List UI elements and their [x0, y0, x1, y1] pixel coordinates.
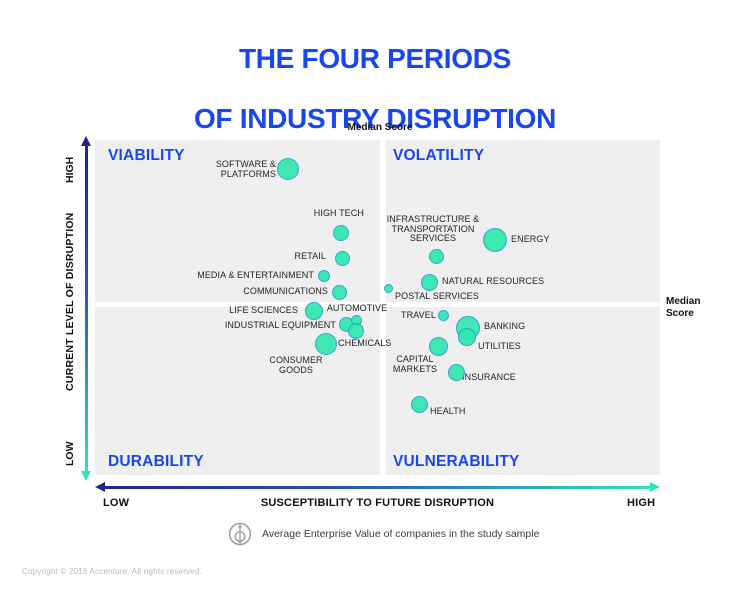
capital-markets-label: CAPITAL MARKETS: [392, 354, 438, 374]
high-tech-label: HIGH TECH: [313, 208, 364, 218]
communications-label: COMMUNICATIONS: [243, 286, 328, 296]
bubble-size-legend-text: Average Enterprise Value of companies in…: [262, 528, 540, 540]
quadrant-label-durability: DURABILITY: [108, 453, 204, 470]
media-entertainment-bubble: [318, 270, 330, 282]
utilities-bubble: [458, 328, 476, 346]
quadrant-label-volatility: VOLATILITY: [393, 147, 485, 164]
communications-bubble: [331, 284, 347, 300]
title-line-2: OF INDUSTRY DISRUPTION: [193, 103, 557, 135]
retail-bubble: [334, 250, 350, 266]
infrastructure-transportation-services-bubble: [428, 248, 444, 264]
natural-resources-bubble: [420, 273, 438, 291]
travel-label: TRAVEL: [401, 310, 436, 320]
copyright-notice: Copyright © 2018 Accenture. All rights r…: [22, 567, 203, 576]
x-axis-arrow-left-icon: [95, 482, 105, 492]
life-sciences-label: LIFE SCIENCES: [229, 305, 298, 315]
life-sciences-bubble: [305, 302, 323, 320]
x-axis-arrow-right-icon: [650, 482, 660, 492]
quadrant-viability-panel: [95, 140, 380, 302]
high-tech-bubble: [333, 225, 349, 241]
quadrant-label-vulnerability: VULNERABILITY: [393, 453, 520, 470]
energy-label: ENERGY: [511, 234, 550, 244]
x-axis-title: SUSCEPTIBILITY TO FUTURE DISRUPTION: [260, 497, 495, 509]
software-platforms-label: SOFTWARE & PLATFORMS: [215, 159, 276, 179]
x-axis-high-label: HIGH: [627, 497, 656, 509]
consumer-goods-bubble: [315, 333, 337, 355]
industrial-equipment-label: INDUSTRIAL EQUIPMENT: [224, 320, 336, 330]
y-axis-arrow-down-icon: [81, 471, 91, 481]
utilities-label: UTILITIES: [478, 341, 521, 351]
quadrant-vulnerability-panel: [386, 307, 660, 475]
software-platforms-bubble: [277, 158, 299, 180]
y-axis-line: [85, 144, 88, 474]
y-axis-arrow-up-icon: [81, 136, 91, 146]
x-axis-line: [103, 486, 653, 489]
chemicals-label: CHEMICALS: [338, 338, 392, 348]
energy-bubble: [483, 228, 507, 252]
x-axis-low-label: LOW: [103, 497, 130, 509]
median-score-top-label: Median Score: [347, 122, 413, 133]
insurance-label: INSURANCE: [462, 372, 516, 382]
page-title: THE FOUR PERIODS OF INDUSTRY DISRUPTION: [0, 43, 750, 135]
capital-markets-bubble: [428, 336, 448, 356]
travel-bubble: [437, 309, 449, 321]
media-entertainment-label: MEDIA & ENTERTAINMENT: [197, 270, 314, 280]
title-line-1: THE FOUR PERIODS: [238, 43, 512, 74]
consumer-goods-label: CONSUMER GOODS: [269, 355, 323, 375]
quadrant-label-viability: VIABILITY: [108, 147, 185, 164]
health-bubble: [410, 395, 428, 413]
infrastructure-transportation-services-label: INFRASTRUCTURE & TRANSPORTATION SERVICES: [386, 214, 480, 243]
median-score-right-label: Median Score: [666, 296, 701, 319]
postal-services-bubble: [383, 283, 393, 293]
natural-resources-label: NATURAL RESOURCES: [442, 276, 545, 286]
postal-services-label: POSTAL SERVICES: [395, 291, 479, 301]
retail-label: RETAIL: [294, 251, 326, 261]
bubble-size-legend: Average Enterprise Value of companies in…: [227, 521, 539, 547]
health-label: HEALTH: [430, 406, 466, 416]
bubble-size-icon: [228, 522, 252, 546]
chemicals-bubble: [348, 323, 364, 339]
banking-label: BANKING: [484, 321, 526, 331]
automotive-label: AUTOMOTIVE: [326, 303, 388, 313]
insurance-bubble: [447, 363, 465, 381]
